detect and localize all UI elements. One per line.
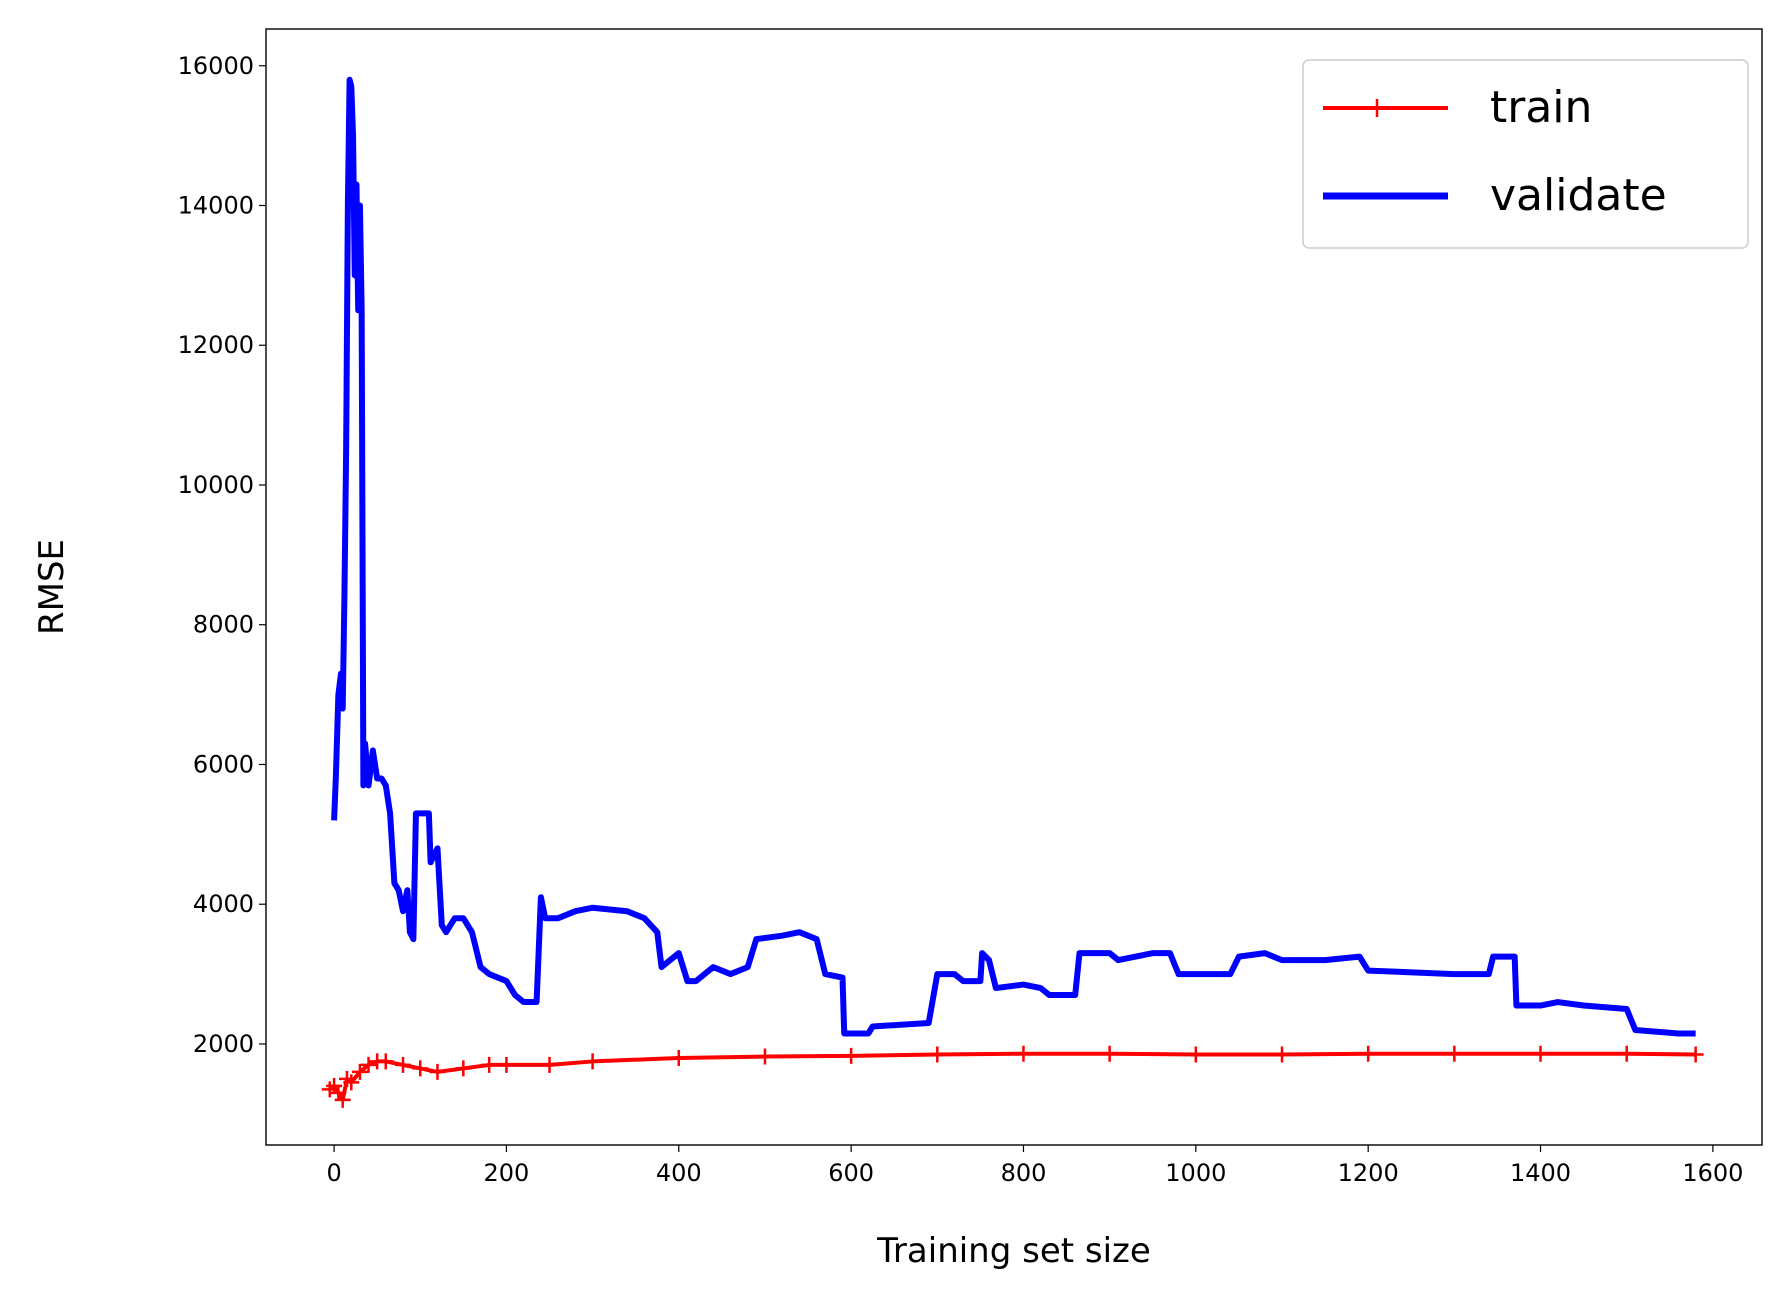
x-tick-label: 600 [828, 1159, 874, 1187]
marker [1532, 1045, 1549, 1062]
y-tick-label: 4000 [193, 890, 254, 918]
plot-frame [265, 28, 1763, 1146]
marker [360, 1056, 377, 1073]
line [331, 76, 1696, 1037]
legend-label: validate [1490, 170, 1667, 221]
y-tick-label: 14000 [178, 191, 254, 219]
marker [1687, 1046, 1704, 1063]
marker [455, 1060, 472, 1077]
x-tick-label: 1400 [1510, 1159, 1571, 1187]
marker [541, 1056, 558, 1073]
marker [929, 1046, 946, 1063]
y-tick-label: 6000 [193, 750, 254, 778]
marker [334, 1091, 351, 1108]
marker [1187, 1046, 1204, 1063]
marker [412, 1060, 429, 1077]
x-tick-label: 200 [484, 1159, 530, 1187]
marker [670, 1049, 687, 1066]
marker [343, 1074, 360, 1091]
marker [1446, 1045, 1463, 1062]
x-tick-label: 400 [656, 1159, 702, 1187]
x-tick-label: 1200 [1338, 1159, 1399, 1187]
marker [351, 1063, 368, 1080]
x-tick-label: 1600 [1682, 1159, 1743, 1187]
y-tick-label: 2000 [193, 1030, 254, 1058]
y-tick-label: 12000 [178, 331, 254, 359]
marker [498, 1056, 515, 1073]
marker [377, 1053, 394, 1070]
marker [584, 1053, 601, 1070]
x-tick-label: 0 [326, 1159, 341, 1187]
y-axis-label: RMSE [32, 539, 72, 635]
marker [1274, 1046, 1290, 1063]
y-tick-label: 16000 [178, 52, 254, 80]
y-tick-label: 10000 [178, 471, 254, 499]
marker [481, 1056, 498, 1073]
x-tick-label: 1000 [1165, 1159, 1226, 1187]
marker [1101, 1045, 1118, 1062]
x-axis-label: Training set size [876, 1231, 1151, 1271]
x-tick-label: 800 [1001, 1159, 1047, 1187]
marker [429, 1063, 446, 1080]
marker [1015, 1045, 1032, 1062]
marker [843, 1047, 860, 1064]
marker [395, 1056, 412, 1073]
marker [1360, 1045, 1377, 1062]
marker [1618, 1045, 1635, 1062]
y-tick-label: 8000 [193, 611, 254, 639]
legend-label: train [1490, 82, 1592, 133]
marker [756, 1048, 773, 1065]
